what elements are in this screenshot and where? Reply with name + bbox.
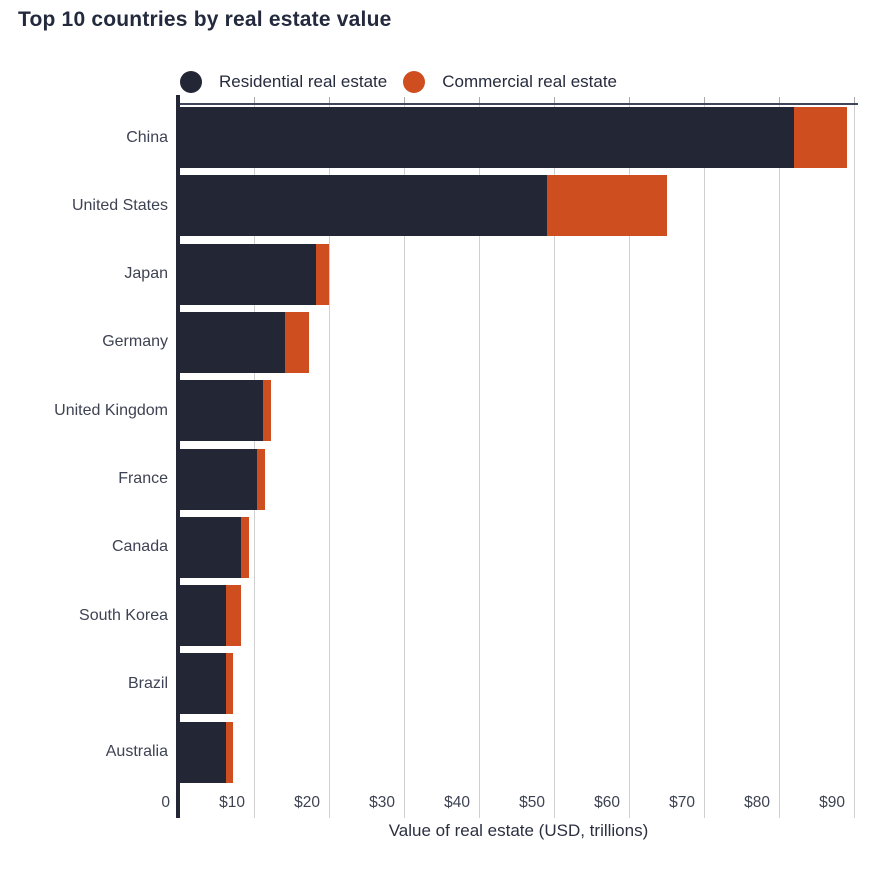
category-label-brazil: Brazil <box>127 674 168 692</box>
x-tick-label-80: $80 <box>744 794 770 811</box>
residential-bar-france <box>179 448 257 510</box>
category-label-japan: Japan <box>124 265 168 283</box>
gridline <box>553 103 555 818</box>
y-axis-line <box>176 95 180 818</box>
bar-row-canada <box>179 516 249 578</box>
category-label-united-states: United States <box>71 196 168 214</box>
residential-bar-brazil <box>179 653 226 715</box>
category-label-australia: Australia <box>105 743 168 761</box>
residential-bar-australia <box>179 721 226 783</box>
commercial-bar-united-kingdom <box>263 380 272 442</box>
bar-row-china <box>179 107 847 168</box>
legend-label-residential: Residential real estate <box>219 72 388 91</box>
residential-bar-south-korea <box>179 585 227 647</box>
gridline <box>328 103 330 818</box>
legend-item-residential: Residential real estate <box>180 71 387 93</box>
residential-bar-germany <box>179 311 285 373</box>
x-tick-label-10: $10 <box>219 794 245 811</box>
commercial-bar-brazil <box>225 653 233 715</box>
bar-row-japan <box>179 243 329 305</box>
x-tick-label-90: $90 <box>819 794 845 811</box>
bar-row-united-states <box>179 175 667 237</box>
top-axis-tick <box>403 97 405 103</box>
top-axis-tick <box>628 97 630 103</box>
top-axis-tick <box>853 97 855 103</box>
top-axis-tick <box>778 97 780 103</box>
commercial-bar-france <box>257 448 266 510</box>
plot-area: 0 $10 $20 $30 $40 $50 $60 $70 $80 $90 <box>161 95 858 818</box>
x-tick-label-40: $40 <box>444 794 470 811</box>
x-tick-label-50: $50 <box>519 794 545 811</box>
top-axis-tick <box>253 97 255 103</box>
top-axis-tick <box>478 97 480 103</box>
residential-bar-japan <box>179 243 317 305</box>
category-label-germany: Germany <box>102 333 168 351</box>
commercial-bar-australia <box>225 721 233 783</box>
commercial-bar-canada <box>241 516 249 578</box>
residential-swatch-icon <box>180 71 202 93</box>
commercial-bar-united-states <box>546 175 667 237</box>
commercial-bar-south-korea <box>226 585 242 647</box>
top-axis-tick <box>328 97 330 103</box>
gridline <box>778 103 780 818</box>
category-label-united-kingdom: United Kingdom <box>54 401 168 419</box>
x-tick-label-60: $60 <box>594 794 620 811</box>
top-axis-line <box>176 103 858 105</box>
x-tick-label-30: $30 <box>369 794 395 811</box>
chart-title: Top 10 countries by real estate value <box>18 8 392 31</box>
legend-item-commercial: Commercial real estate <box>403 71 617 93</box>
gridline <box>853 103 855 818</box>
bar-row-united-kingdom <box>179 380 272 442</box>
commercial-bar-japan <box>316 243 329 305</box>
gridline <box>628 103 630 818</box>
commercial-swatch-icon <box>403 71 426 93</box>
commercial-bar-china <box>794 107 847 168</box>
gridline <box>403 103 405 818</box>
x-tick-label-0: 0 <box>161 794 170 811</box>
bar-row-australia <box>179 721 233 783</box>
top-axis-tick <box>703 97 705 103</box>
x-tick-label-70: $70 <box>669 794 695 811</box>
category-label-south-korea: South Korea <box>79 606 168 624</box>
bar-row-brazil <box>179 653 233 715</box>
top-axis-tick <box>553 97 555 103</box>
residential-bar-united-states <box>179 175 547 237</box>
gridline <box>703 103 705 818</box>
x-tick-label-20: $20 <box>294 794 320 811</box>
category-label-canada: Canada <box>111 538 168 556</box>
bar-row-france <box>179 448 266 510</box>
residential-bar-china <box>179 107 794 168</box>
commercial-bar-germany <box>284 311 309 373</box>
bar-row-south-korea <box>179 585 242 647</box>
residential-bar-united-kingdom <box>179 380 263 442</box>
bar-row-germany <box>179 311 309 373</box>
category-label-france: France <box>118 470 168 487</box>
x-axis-title: Value of real estate (USD, trillions) <box>388 821 649 840</box>
gridline <box>478 103 480 818</box>
legend: Residential real estate Commercial real … <box>180 70 617 94</box>
residential-bar-canada <box>179 516 242 578</box>
legend-label-commercial: Commercial real estate <box>442 72 617 91</box>
category-label-china: China <box>126 128 168 146</box>
